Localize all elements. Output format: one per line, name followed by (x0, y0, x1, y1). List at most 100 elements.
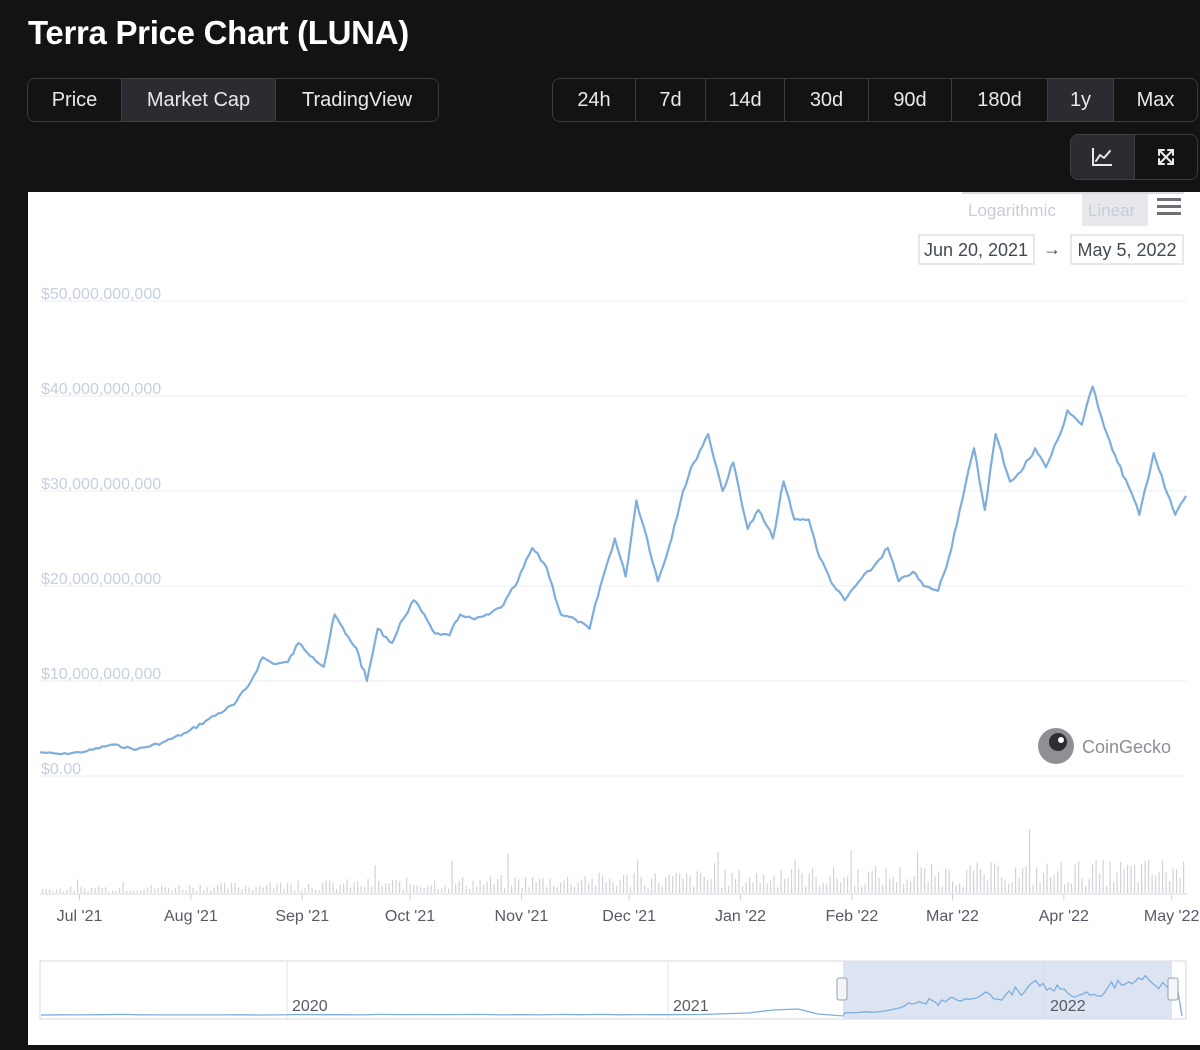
volume-bar (455, 884, 457, 893)
navigator-label-2021: 2021 (673, 998, 709, 1015)
navigator-handle-right[interactable] (1167, 977, 1179, 1001)
volume-bar (794, 860, 796, 893)
volume-bar (714, 863, 716, 893)
volume-bar (784, 878, 786, 893)
tab-price[interactable]: Price (28, 79, 122, 121)
volume-bar (952, 881, 954, 893)
volume-bar (549, 878, 551, 893)
volume-bar (472, 880, 474, 893)
range-1y[interactable]: 1y (1048, 79, 1114, 121)
volume-bar (1113, 882, 1115, 893)
volume-bar (605, 881, 607, 893)
volume-bar (577, 882, 579, 893)
tab-tradingview[interactable]: TradingView (276, 79, 438, 121)
volume-bar (602, 875, 604, 893)
volume-bar (283, 889, 285, 893)
volume-bar (644, 885, 646, 893)
range-90d[interactable]: 90d (869, 79, 952, 121)
volume-bar (1134, 864, 1136, 893)
volume-bar (1162, 860, 1164, 893)
page-title: Terra Price Chart (LUNA) (28, 14, 409, 51)
line-chart-button[interactable] (1071, 135, 1135, 179)
expand-icon (1157, 149, 1174, 165)
volume-bar (192, 887, 194, 893)
volume-bar (150, 884, 152, 893)
volume-bar (297, 880, 299, 893)
volume-bar (864, 884, 866, 893)
volume-bar (59, 888, 61, 893)
scale-logarithmic[interactable]: Logarithmic (968, 201, 1056, 220)
volume-bar (661, 886, 663, 893)
volume-bar (833, 867, 835, 893)
volume-bar (70, 886, 72, 893)
date-from: Jun 20, 2021 (924, 240, 1028, 260)
volume-bar (556, 887, 558, 893)
volume-bar (532, 877, 534, 893)
volume-bar (1015, 867, 1017, 893)
range-7d[interactable]: 7d (636, 79, 706, 121)
volume-bar (406, 877, 408, 893)
range-max[interactable]: Max (1114, 79, 1197, 121)
date-arrow: → (1043, 239, 1061, 259)
date-range-selector: Jun 20, 2021 → May 5, 2022 (918, 234, 1184, 265)
volume-bar (945, 868, 947, 893)
volume-bar (1106, 885, 1108, 893)
date-from-box[interactable] (918, 234, 1035, 265)
volume-bar (861, 886, 863, 893)
volume-bar (287, 883, 289, 893)
volume-bar (948, 870, 950, 893)
volume-bar (119, 888, 121, 893)
volume-bar (42, 889, 44, 893)
volume-bar (1050, 877, 1052, 893)
navigator-handle-left[interactable] (836, 977, 848, 1001)
time-range-tabs: 24h 7d 14d 30d 90d 180d 1y Max (552, 78, 1198, 122)
volume-bar (584, 876, 586, 893)
volume-bar (920, 867, 922, 893)
volume-bar (570, 884, 572, 893)
navigator-selection[interactable] (843, 961, 1172, 1019)
volume-bar (1123, 868, 1125, 893)
y-tick-label: $40,000,000,000 (41, 381, 161, 398)
volume-bar (889, 878, 891, 893)
expand-button[interactable] (1134, 135, 1197, 179)
range-180d[interactable]: 180d (952, 79, 1048, 121)
range-14d[interactable]: 14d (706, 79, 785, 121)
volume-bar (311, 887, 313, 893)
y-axis: $0.00 $10,000,000,000 $20,000,000,000 $30,0… (41, 286, 161, 778)
volume-bar (280, 882, 282, 893)
volume-bar (847, 876, 849, 893)
volume-bar (976, 863, 978, 893)
volume-bar (206, 887, 208, 893)
volume-bar (682, 878, 684, 893)
volume-bar (101, 887, 103, 893)
volume-bar (493, 883, 495, 893)
volume-bar (773, 875, 775, 893)
range-30d[interactable]: 30d (785, 79, 869, 121)
y-tick-label: $0.00 (41, 761, 81, 778)
volume-bar (619, 880, 621, 893)
volume-bar (308, 884, 310, 893)
volume-bar (665, 877, 667, 893)
menu-icon[interactable] (1157, 198, 1181, 215)
volume-bar (262, 887, 264, 893)
volume-bar (640, 876, 642, 893)
scale-linear[interactable]: Linear (1088, 201, 1136, 220)
volume-bar (581, 879, 583, 893)
volume-bar (616, 886, 618, 893)
date-to-box[interactable] (1070, 234, 1184, 265)
volume-bar (836, 878, 838, 893)
range-24h[interactable]: 24h (553, 79, 636, 121)
volume-bar (413, 885, 415, 893)
volume-bar (1018, 877, 1020, 893)
volume-bar (469, 888, 471, 893)
volume-bar (1064, 884, 1066, 893)
tab-market-cap[interactable]: Market Cap (122, 79, 276, 121)
volume-bar (423, 887, 425, 893)
date-to: May 5, 2022 (1077, 240, 1176, 260)
volume-bar (801, 873, 803, 893)
volume-bar (598, 872, 600, 893)
volume-bar (710, 879, 712, 893)
volume-bar (91, 887, 93, 893)
volume-bar (378, 881, 380, 893)
volume-bar (273, 888, 275, 893)
